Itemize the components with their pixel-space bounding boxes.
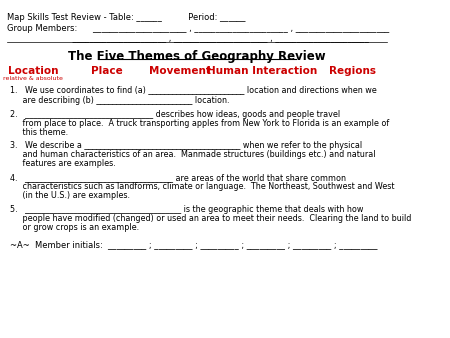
Text: 5.   _______________________________________ is the geographic theme that deals : 5. _____________________________________… (10, 205, 363, 214)
Text: Movement: Movement (149, 66, 211, 76)
Text: Human Interaction: Human Interaction (207, 66, 317, 76)
Text: people have modified (changed) or used an area to meet their needs.  Clearing th: people have modified (changed) or used a… (10, 214, 411, 223)
Text: ~A~  Member initials:  _________ ; _________ ; _________ ; _________ ; _________: ~A~ Member initials: _________ ; _______… (10, 240, 377, 249)
Text: Place: Place (90, 66, 122, 76)
Text: Regions: Regions (329, 66, 376, 76)
Text: this theme.: this theme. (10, 128, 68, 137)
Text: from place to place.  A truck transporting apples from New York to Florida is an: from place to place. A truck transportin… (10, 119, 389, 128)
Text: 2.   ________________________________ describes how ideas, goods and people trav: 2. ________________________________ desc… (10, 110, 340, 119)
Text: Map Skills Test Review - Table: ______          Period: ______: Map Skills Test Review - Table: ______ P… (7, 13, 246, 22)
Text: or grow crops is an example.: or grow crops is an example. (10, 223, 139, 232)
Text: (in the U.S.) are examples.: (in the U.S.) are examples. (10, 191, 130, 200)
Text: and human characteristics of an area.  Manmade structures (buildings etc.) and n: and human characteristics of an area. Ma… (10, 150, 375, 159)
Text: features are examples.: features are examples. (10, 159, 116, 168)
Text: The Five Themes of Geography Review: The Five Themes of Geography Review (68, 50, 326, 63)
Text: are describing (b) ________________________ location.: are describing (b) _____________________… (10, 96, 229, 105)
Text: Group Members:      ______________________ , ______________________ , __________: Group Members: ______________________ , … (7, 24, 389, 33)
Text: characteristics such as landforms, climate or language.  The Northeast, Southwes: characteristics such as landforms, clima… (10, 182, 394, 191)
Text: Location: Location (8, 66, 58, 76)
Text: 3.   We describe a _______________________________________ when we refer to the : 3. We describe a _______________________… (10, 141, 362, 150)
Text: ______________________ , ______________________ , ______________________: ______________________ , _______________… (7, 34, 369, 43)
Text: relative & absolute: relative & absolute (3, 76, 63, 81)
Text: 4.   _____________________________________ are areas of the world that share com: 4. _____________________________________… (10, 173, 346, 182)
Text: 1.   We use coordinates to find (a) ________________________ location and direct: 1. We use coordinates to find (a) ______… (10, 85, 377, 94)
